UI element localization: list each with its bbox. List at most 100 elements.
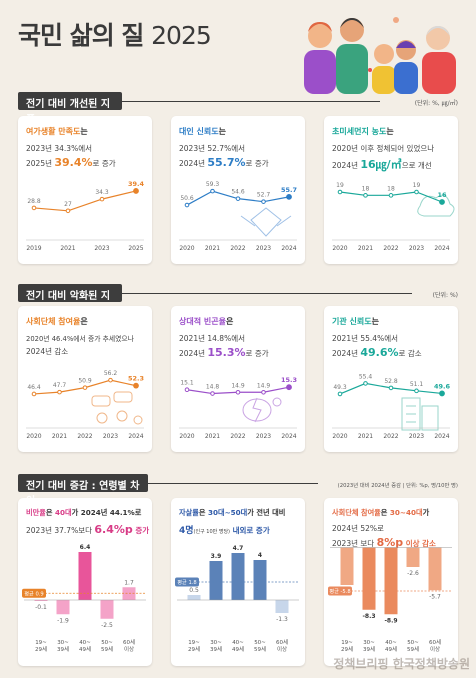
data-label: 18	[362, 185, 370, 192]
suicide-rate-age-card: 자살률은 30대~50대가 전년 대비 4명(인구 10만 명당) 내외로 증가…	[171, 498, 305, 666]
data-point	[31, 205, 37, 211]
x-tick-label: 29세	[35, 645, 47, 653]
x-tick-label: 2022	[383, 245, 398, 252]
data-label: 14.9	[257, 382, 271, 389]
bar	[406, 547, 420, 567]
building-icon	[401, 397, 439, 431]
x-tick-label: 2023	[256, 433, 271, 440]
trust-line-chart: 50.6 2020 59.3 2021 54.6 2022 52.7 2023 55.7 2024	[179, 181, 297, 252]
card-head-emph: 30대~50대	[207, 508, 248, 517]
x-tick-label: 2022	[77, 433, 92, 440]
cloud-icon	[417, 194, 455, 217]
bar-value-label: 1.7	[124, 579, 134, 586]
card-highlight: 39.4%	[54, 156, 93, 169]
card-line2-prefix: 2023년 37.7%보다	[26, 526, 95, 535]
x-tick-label: 49세	[385, 645, 397, 653]
bar-value-label: -2.5	[101, 622, 113, 629]
data-point	[337, 391, 343, 397]
bar-value-label: -5.7	[429, 593, 441, 600]
bar	[34, 600, 48, 601]
data-point	[363, 193, 368, 198]
card-head-mid: 은	[198, 508, 208, 517]
x-tick-label: 2022	[230, 433, 245, 440]
bar	[231, 553, 245, 600]
watermark: 정책브리핑 한국정책방송원	[333, 657, 470, 671]
card-line2-suffix: 이상 감소	[403, 539, 436, 548]
relative-poverty-card: 상대적 빈곤율은 2021년 14.8%에서 2024년 15.3%로 증가 1…	[171, 306, 305, 452]
data-label: 55.4	[359, 373, 373, 380]
data-point	[388, 385, 394, 391]
data-point	[184, 202, 190, 208]
page-title-main: 국민 삶의 질	[18, 21, 144, 50]
data-point	[388, 193, 394, 198]
poverty-line-chart: 15.1 2020 14.8 2021 14.9 2022 14.9 2023 15.3 2024	[179, 376, 297, 440]
x-tick-label: 2024	[281, 433, 296, 440]
card-line2-prefix: 2025년	[26, 159, 55, 168]
bar	[275, 600, 289, 613]
bar-value-label: -1.9	[57, 617, 69, 624]
card-line1: 2023년 52.7%에서	[179, 144, 245, 153]
card-line1: 2023년 34.3%에서	[26, 144, 92, 153]
card-head: 비만율	[26, 508, 46, 517]
interpersonal-trust-card: 대인 신뢰도는 2023년 52.7%에서 2024년 55.7%로 증가 50…	[171, 116, 305, 264]
x-tick-label: 30~	[363, 640, 375, 646]
card-highlight: 8%p	[376, 536, 404, 549]
card-head-suffix: 는	[218, 127, 226, 136]
card-head: 기관 신뢰도	[332, 317, 372, 326]
bar	[56, 600, 70, 615]
x-tick-label: 2020	[332, 433, 347, 440]
bar-value-label: 6.4	[80, 544, 91, 551]
section-worsened-divider	[122, 293, 412, 294]
card-head-emph: 30~40대	[389, 508, 423, 517]
card-head-mid: 은	[380, 508, 390, 517]
card-line1: 2020년 46.4%에서 증가 추세였으나	[26, 335, 134, 343]
x-tick-label: 19~	[35, 640, 47, 646]
card-highlight: 55.7%	[207, 156, 246, 169]
data-label: 46.4	[27, 384, 41, 391]
bar	[209, 561, 223, 600]
card-head: 사회단체 참여율	[332, 508, 381, 517]
x-tick-label: 29세	[341, 645, 353, 653]
data-point	[235, 389, 241, 395]
card-line1: 2021년 55.4%에서	[332, 334, 398, 343]
bar	[384, 547, 398, 615]
data-point	[65, 208, 71, 214]
data-point	[414, 388, 419, 394]
data-label: 50.9	[78, 378, 92, 385]
x-tick-label: 49세	[79, 645, 91, 653]
card-line2-prefix: 2024년	[179, 349, 208, 358]
data-point	[108, 377, 113, 383]
data-point	[31, 391, 37, 397]
data-label: 54.6	[231, 189, 245, 196]
data-point	[210, 188, 215, 194]
data-point	[210, 391, 215, 396]
data-label: 51.1	[410, 381, 424, 388]
x-tick-label: 50~	[407, 640, 419, 646]
institution-line-chart: 49.3 2020 55.4 2021 52.8 2022 51.1 2023 49.6 2024	[332, 373, 450, 440]
x-tick-label: 2020	[26, 433, 41, 440]
x-tick-label: 39세	[363, 645, 375, 653]
x-tick-label: 49세	[232, 645, 244, 653]
card-line2-note: (인구 10만 명당)	[193, 529, 230, 535]
average-label: 평균 0.9	[24, 590, 43, 597]
x-tick-label: 40~	[385, 640, 397, 646]
x-tick-label: 19~	[341, 640, 353, 646]
card-head-suffix: 은	[225, 317, 234, 326]
data-point	[99, 196, 105, 202]
data-point	[414, 189, 419, 195]
data-point	[57, 389, 62, 395]
page-title: 국민 삶의 질 2025	[18, 16, 212, 52]
leisure-line-chart: 28.8 2019 27 2021 34.3 2023 39.4 2025	[26, 180, 144, 252]
card-line2-suffix: 로 증가	[245, 159, 269, 168]
x-tick-label: 59세	[254, 645, 266, 653]
card-highlight: 4명	[179, 526, 194, 536]
bar	[428, 547, 442, 591]
card-highlight: 6.4%p	[94, 523, 133, 536]
x-tick-label: 59세	[407, 645, 419, 653]
card-head-suffix: 은	[80, 317, 88, 326]
card-line2-prefix: 2024년	[179, 159, 208, 168]
bar-value-label: 4.7	[233, 545, 244, 552]
x-tick-label: 2022	[230, 245, 245, 252]
section-worsened-unit: (단위: %)	[432, 292, 458, 299]
section-worsened-label: 전기 대비 악화된 지표	[18, 284, 122, 317]
